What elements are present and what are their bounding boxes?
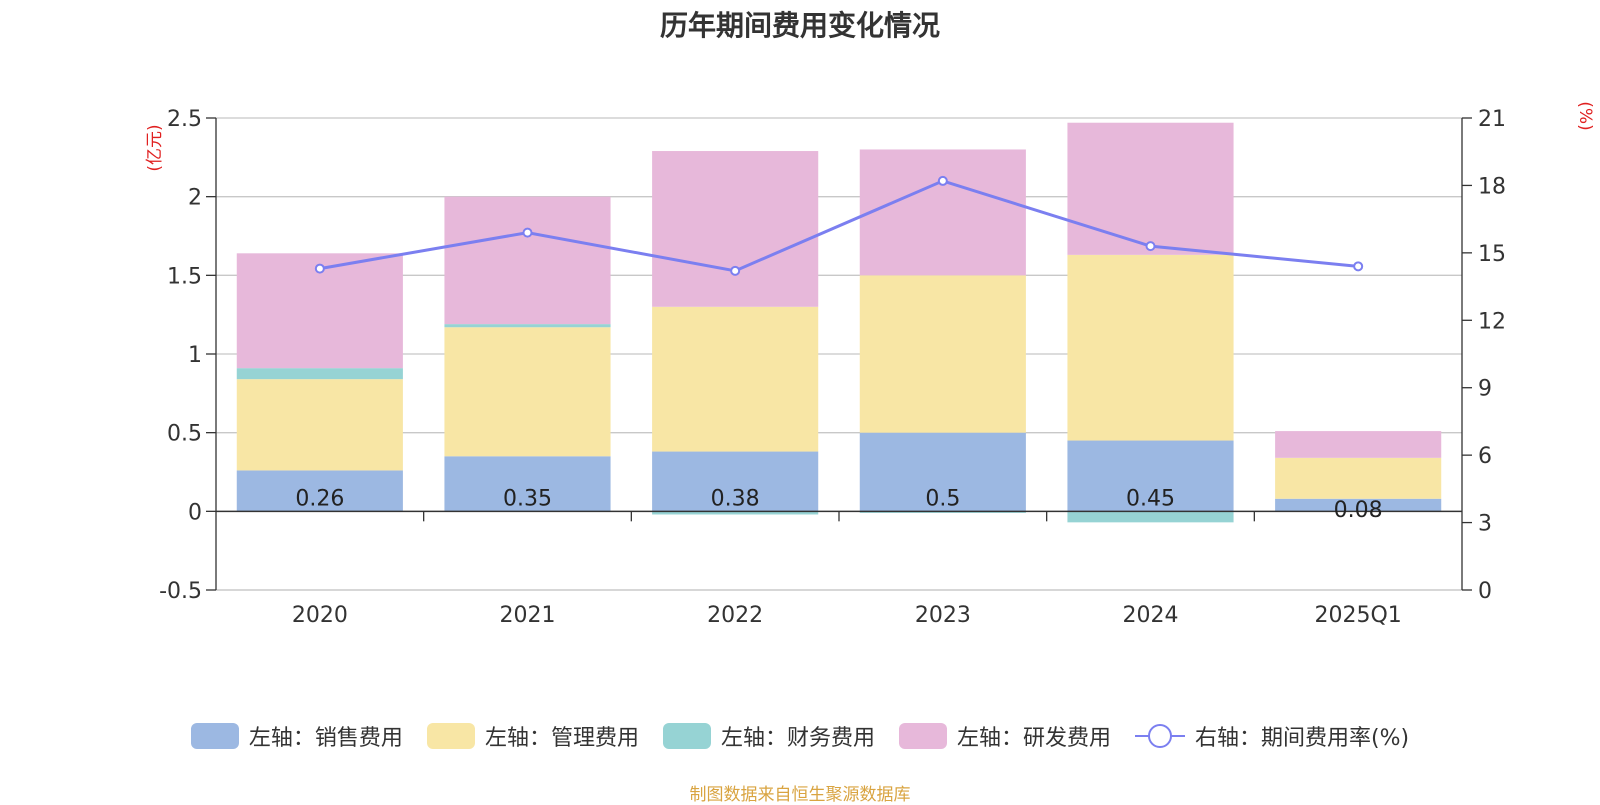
- legend-label-sales: 左轴：销售费用: [248, 726, 403, 751]
- bar-segment-2: [236, 368, 403, 380]
- expense-rate-point: [937, 175, 948, 186]
- right-axis-tick-label: 3: [1478, 512, 1492, 537]
- expense-rate-point: [730, 265, 741, 276]
- sales-data-label: 0.5: [925, 486, 960, 511]
- x-axis-tick-label: 2023: [915, 603, 971, 628]
- left-axis-tick-label: 2.5: [167, 107, 202, 132]
- bar-segment-0: [444, 456, 611, 512]
- legend-swatch-sales: [190, 723, 239, 749]
- bar-segment-2: [859, 511, 1026, 513]
- expense-rate-line: [314, 175, 1364, 276]
- bar-segment-3: [652, 151, 819, 307]
- expense-rate-point: [314, 263, 325, 274]
- left-axis-unit: (亿元): [145, 124, 165, 171]
- right-axis-tick-label: 6: [1478, 444, 1492, 469]
- bar-segment-2: [444, 324, 611, 328]
- right-axis-tick-label: 15: [1478, 242, 1506, 267]
- legend-item-admin[interactable]: 左轴：管理费用: [426, 720, 639, 752]
- sales-data-label: 0.45: [1126, 486, 1175, 511]
- legend-item-rnd[interactable]: 左轴：研发费用: [898, 720, 1111, 752]
- left-axis-tick-label: 1: [188, 343, 202, 368]
- right-axis-unit: (%): [1575, 101, 1595, 130]
- expense-rate-point: [522, 227, 533, 238]
- x-axis-tick-label: 2025Q1: [1315, 603, 1402, 628]
- bar-segment-3: [444, 196, 611, 325]
- left-axis-tick-label: 0.5: [167, 422, 202, 447]
- x-axis-tick-label: 2024: [1123, 603, 1179, 628]
- x-axis-tick-label: 2020: [292, 603, 348, 628]
- legend-item-rate[interactable]: 右轴：期间费用率(%): [1134, 720, 1410, 752]
- bar-segment-3: [859, 149, 1026, 276]
- legend-line-marker-icon: [1134, 723, 1185, 749]
- x-axis-tick-label: 2021: [500, 603, 556, 628]
- data-labels: 0.26 0.35 0.38 0.5 0.45 0.08: [295, 486, 1382, 523]
- left-axis-tick-label: 0: [188, 500, 202, 525]
- chart-title: 历年期间费用变化情况: [659, 9, 940, 42]
- expense-rate-polyline: [319, 179, 1359, 273]
- right-axis-tick-label: 21: [1478, 107, 1506, 132]
- bar-segment-0: [1275, 498, 1442, 512]
- sales-data-label: 0.08: [1334, 498, 1383, 523]
- legend-swatch-admin: [426, 723, 475, 749]
- legend: 左轴：销售费用 左轴：管理费用 左轴：财务费用 左轴：研发费用 右轴：期间费用率…: [0, 720, 1600, 752]
- right-axis-tick-label: 12: [1478, 309, 1506, 334]
- bar-segment-1: [444, 327, 611, 457]
- bar-segment-1: [652, 306, 819, 452]
- left-axis-tick-label: -0.5: [159, 579, 202, 604]
- x-axis-tick-label: 2022: [707, 603, 763, 628]
- right-axis-tick-label: 18: [1478, 174, 1506, 199]
- legend-label-admin: 左轴：管理费用: [484, 726, 639, 751]
- bar-segment-1: [1067, 254, 1234, 441]
- expense-rate-point: [1145, 241, 1156, 252]
- legend-item-finance[interactable]: 左轴：财务费用: [662, 720, 875, 752]
- period-expense-chart: -0.5 0 0.5 1 1.5 2 2.5 0 3 6 9 12 15 18 21 2020 2021 2022…: [145, 101, 1595, 628]
- bar-segment-1: [859, 275, 1026, 433]
- bar-segment-0: [236, 470, 403, 512]
- legend-label-rnd: 左轴：研发费用: [956, 726, 1111, 751]
- legend-item-sales[interactable]: 左轴：销售费用: [190, 720, 403, 752]
- bar-segment-0: [859, 432, 1026, 512]
- left-axis-tick-label: 1.5: [167, 264, 202, 289]
- bar-segment-0: [652, 451, 819, 512]
- bar-segment-2: [1067, 511, 1234, 523]
- bar-segment-0: [1067, 440, 1234, 512]
- sales-data-label: 0.26: [295, 486, 344, 511]
- legend-swatch-finance: [662, 723, 711, 749]
- legend-swatch-rnd: [898, 723, 947, 749]
- legend-label-rate: 右轴：期间费用率(%): [1194, 726, 1410, 751]
- right-axis-tick-label: 9: [1478, 377, 1492, 402]
- bar-segment-1: [1275, 457, 1442, 499]
- left-axis-tick-label: 2: [188, 186, 202, 211]
- right-axis-tick-label: 0: [1478, 579, 1492, 604]
- data-source-note: 制图数据来自恒生聚源数据库: [689, 785, 911, 805]
- bar-segment-3: [1067, 122, 1234, 255]
- axes: -0.5 0 0.5 1 1.5 2 2.5 0 3 6 9 12 15 18 21 2020 2021 2022…: [159, 107, 1506, 628]
- legend-label-finance: 左轴：财务费用: [720, 726, 875, 751]
- stacked-bars: [236, 122, 1442, 523]
- bar-segment-3: [1275, 431, 1442, 458]
- sales-data-label: 0.35: [503, 486, 552, 511]
- grid-lines: [216, 117, 1462, 591]
- bar-segment-1: [236, 379, 403, 471]
- sales-data-label: 0.38: [711, 486, 760, 511]
- expense-rate-point: [1353, 261, 1364, 272]
- bar-segment-2: [652, 511, 819, 515]
